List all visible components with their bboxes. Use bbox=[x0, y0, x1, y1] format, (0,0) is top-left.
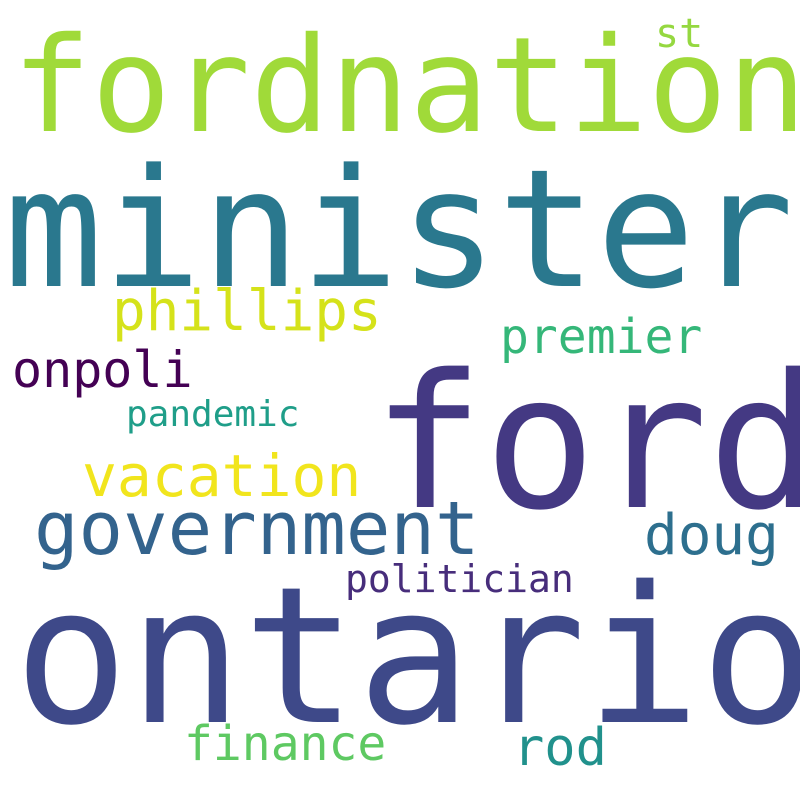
word-ontario: ontario bbox=[14, 546, 800, 767]
word-politician: politician bbox=[345, 557, 574, 601]
word-pandemic: pandemic bbox=[126, 394, 300, 435]
word-onpoli: onpoli bbox=[12, 341, 193, 399]
word-finance: finance bbox=[184, 716, 387, 772]
word-phillips: phillips bbox=[112, 279, 382, 344]
word-government: government bbox=[34, 486, 480, 572]
word-rod: rod bbox=[513, 718, 607, 778]
word-premier: premier bbox=[500, 309, 703, 365]
word-minister: minister bbox=[4, 134, 794, 325]
word-doug: doug bbox=[644, 503, 779, 568]
word-vacation: vacation bbox=[82, 442, 362, 510]
word-fordnation: fordnation bbox=[12, 9, 800, 163]
word-ford: ford bbox=[372, 334, 800, 551]
word-st: st bbox=[655, 11, 704, 57]
